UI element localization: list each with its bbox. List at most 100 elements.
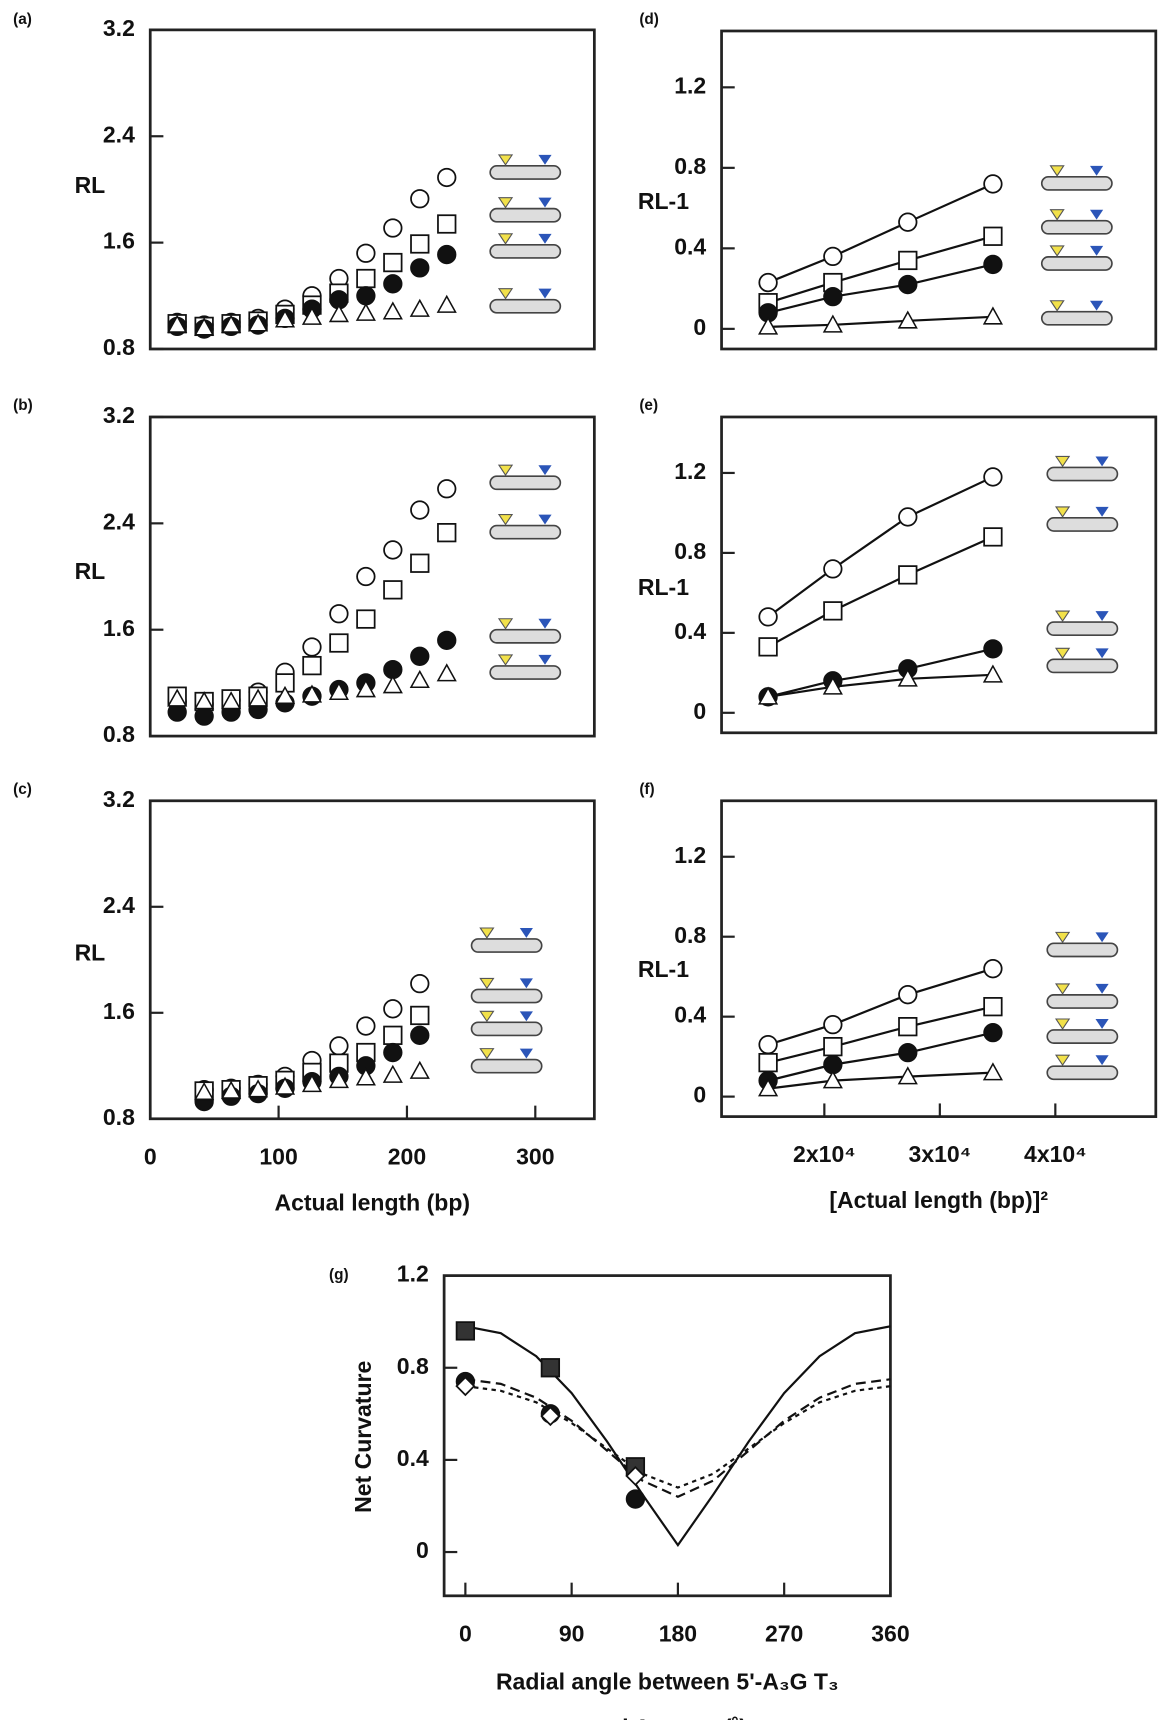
marker (410, 500, 430, 520)
marker (329, 1036, 349, 1056)
marker (247, 688, 269, 707)
marker (898, 212, 918, 232)
marker (823, 559, 843, 579)
dna-rod (489, 628, 562, 644)
fit-line (767, 235, 994, 304)
panel-label: (d) (639, 11, 659, 28)
marker (410, 553, 430, 573)
marker (982, 664, 1003, 683)
dna-rod (1046, 466, 1119, 482)
y-tick-label: 0.4 (674, 1002, 706, 1028)
dna-rod (470, 1058, 543, 1074)
y-tick-label: 0.8 (103, 1104, 135, 1130)
x-tick-label: 200 (388, 1143, 426, 1169)
marker (410, 973, 430, 994)
blue-marker (538, 654, 552, 665)
yellow-marker (497, 233, 514, 245)
blue-marker (538, 465, 552, 476)
dna-rod (470, 988, 543, 1004)
dna-rod (489, 165, 562, 180)
dna-icon (1046, 1054, 1119, 1081)
marker (383, 580, 403, 600)
marker (758, 316, 779, 335)
marker (822, 676, 843, 695)
y-tick-label: 0.4 (674, 233, 706, 259)
marker (983, 1023, 1003, 1043)
marker (194, 1081, 215, 1101)
marker (982, 1062, 1003, 1081)
dna-rod (1046, 994, 1119, 1009)
blue-marker (538, 288, 552, 299)
blue-marker (538, 197, 552, 208)
fit-line (767, 1005, 994, 1064)
marker (409, 669, 430, 689)
x-tick-label: 100 (259, 1143, 297, 1169)
dna-icon (489, 154, 562, 180)
dna-icon (489, 514, 562, 540)
dna-rod (1046, 1065, 1119, 1081)
y-tick-label: 0.8 (674, 922, 706, 948)
dna-icon (1046, 506, 1119, 532)
marker (898, 250, 918, 271)
marker (409, 298, 430, 317)
yellow-marker (1049, 245, 1065, 257)
marker (823, 287, 843, 307)
blue-marker (519, 978, 533, 989)
y-tick-label: 0.4 (397, 1445, 429, 1471)
dna-icon (489, 197, 562, 223)
dna-rod (1046, 621, 1119, 637)
dna-rod (1046, 1029, 1119, 1044)
blue-marker (538, 154, 552, 165)
y-tick-label: 1.2 (397, 1261, 429, 1287)
blue-marker (1095, 506, 1109, 517)
marker (897, 668, 918, 687)
dna-icon (470, 977, 543, 1004)
marker (328, 304, 349, 323)
y-tick-label: 1.2 (674, 72, 706, 98)
marker (383, 274, 403, 294)
dna-rod (1040, 310, 1113, 326)
dna-icon (489, 233, 562, 259)
marker (758, 607, 778, 627)
marker (301, 306, 323, 325)
yellow-marker (497, 654, 514, 666)
marker (409, 1060, 430, 1079)
marker (356, 609, 376, 629)
y-axis-label: RL-1 (638, 956, 689, 982)
y-tick-label: 1.2 (674, 458, 706, 484)
marker (221, 314, 242, 333)
blue-marker (1095, 1055, 1109, 1066)
marker (983, 527, 1003, 547)
marker (410, 646, 430, 666)
yellow-marker (1054, 983, 1071, 995)
y-tick-label: 0.4 (674, 618, 706, 644)
marker (823, 601, 843, 621)
dna-rod (1040, 219, 1113, 235)
plot-frame (148, 28, 596, 351)
dna-icon (1040, 209, 1113, 235)
yellow-marker (497, 288, 514, 300)
marker (823, 1036, 843, 1057)
marker (329, 633, 349, 653)
dna-rod (1046, 658, 1119, 674)
dna-rod (489, 665, 562, 680)
blue-marker (519, 927, 533, 938)
blue-marker (1090, 245, 1104, 256)
y-tick-label: 0 (693, 314, 706, 340)
marker (898, 985, 918, 1005)
y-tick-label: 0 (693, 1082, 706, 1108)
marker (898, 1017, 918, 1037)
marker (758, 1052, 778, 1073)
curve (465, 1325, 891, 1548)
marker (983, 467, 1003, 487)
y-tick-label: 3.2 (103, 402, 135, 428)
dna-icon (1040, 300, 1113, 326)
marker (356, 286, 376, 306)
marker (758, 686, 779, 705)
marker (983, 226, 1003, 246)
marker (302, 655, 322, 676)
yellow-marker (1054, 647, 1071, 660)
blue-marker (1090, 300, 1104, 311)
dna-icon (1040, 165, 1113, 191)
marker (355, 302, 376, 321)
